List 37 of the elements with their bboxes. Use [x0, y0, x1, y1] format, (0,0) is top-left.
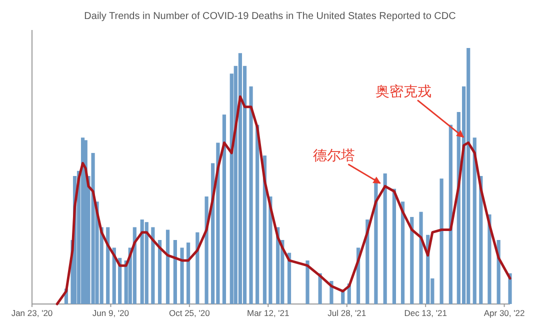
bar	[400, 202, 405, 304]
bar	[287, 252, 292, 304]
x-tick-label: Jun 9, '20	[92, 308, 130, 318]
x-tick-label: Oct 25, '20	[169, 308, 210, 318]
bar	[508, 273, 512, 304]
x-tick-label: Dec 13, '21	[404, 308, 448, 318]
bar	[151, 227, 155, 304]
x-tick-label: Jul 28, '21	[328, 308, 366, 318]
bar	[472, 138, 476, 304]
bar	[448, 124, 452, 304]
bar	[249, 86, 253, 304]
bar	[440, 178, 444, 304]
chart-title: Daily Trends in Number of COVID-19 Deaths in The United States Reported to CDC	[84, 11, 456, 22]
bar	[392, 188, 396, 304]
bar	[306, 260, 310, 304]
annotation: 德尔塔	[313, 147, 356, 164]
bar	[158, 240, 162, 304]
bar	[383, 173, 387, 304]
bar	[341, 291, 345, 304]
bar	[196, 232, 200, 304]
bar	[186, 242, 190, 304]
bar	[132, 227, 136, 304]
bar	[256, 124, 260, 304]
x-tick-label: Apr 30, '22	[484, 308, 525, 318]
bar	[173, 240, 177, 304]
bar	[166, 230, 170, 304]
x-tick-label: Mar 12, '21	[247, 308, 290, 318]
bar	[144, 222, 148, 304]
bar	[419, 212, 423, 304]
bar	[106, 227, 110, 304]
bar	[374, 178, 378, 304]
annotation: 奥密克戎	[376, 83, 432, 100]
bar	[222, 114, 226, 304]
x-tick-label: Jan 23, '20	[11, 308, 53, 318]
bar	[410, 216, 414, 304]
bar	[180, 248, 184, 304]
bar	[204, 196, 208, 304]
